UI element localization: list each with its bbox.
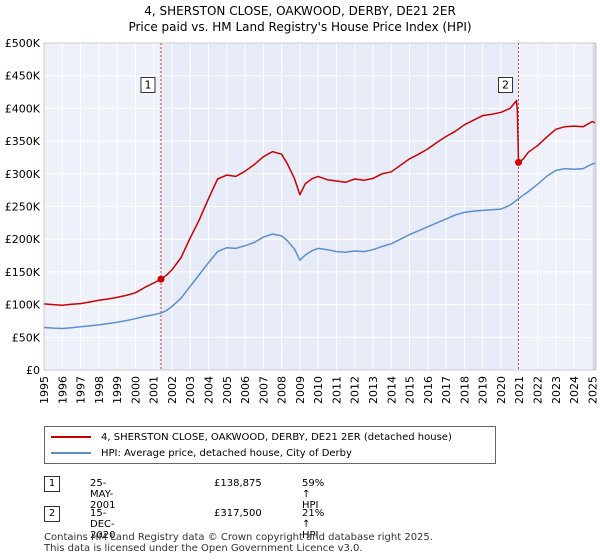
x-tick-label: 2021 xyxy=(513,376,526,404)
chart-subtitle: Price paid vs. HM Land Registry's House … xyxy=(128,20,472,34)
sale-label-number: 2 xyxy=(502,79,509,92)
x-tick-label: 2017 xyxy=(440,376,453,404)
annotation-price: £138,875 xyxy=(214,478,262,489)
y-tick-label: £400K xyxy=(5,102,41,115)
sale-label-number: 1 xyxy=(144,79,151,92)
y-tick-label: £0 xyxy=(26,364,40,377)
y-tick-label: £150K xyxy=(5,266,41,279)
sale-point xyxy=(157,275,165,283)
annotation-hpi: 21% ↑ HPI xyxy=(302,508,325,541)
x-tick-label: 2010 xyxy=(312,376,325,404)
y-tick-label: £50K xyxy=(12,331,41,344)
y-tick-label: £450K xyxy=(5,70,41,83)
hpi-line xyxy=(43,162,596,330)
x-tick-label: 1995 xyxy=(38,376,51,404)
x-tick-label: 2023 xyxy=(550,376,563,404)
x-tick-label: 2013 xyxy=(367,376,380,404)
x-tick-label: 1998 xyxy=(93,376,106,404)
x-tick-label: 2020 xyxy=(495,376,508,404)
legend-item-property: 4, SHERSTON CLOSE, OAKWOOD, DERBY, DE21 … xyxy=(51,430,452,444)
x-tick-label: 2007 xyxy=(257,376,270,404)
x-tick-label: 2005 xyxy=(221,376,234,404)
x-tick-label: 2025 xyxy=(586,376,599,404)
legend-swatch-hpi xyxy=(51,452,91,454)
annotation-date: 15-DEC-2020 xyxy=(90,508,116,541)
annotation-hpi: 59% ↑ HPI xyxy=(302,478,325,511)
legend-label-hpi: HPI: Average price, detached house, City… xyxy=(101,447,352,459)
x-tick-label: 1996 xyxy=(56,376,69,404)
y-tick-label: £100K xyxy=(5,299,41,312)
plot-border xyxy=(43,42,597,371)
sale-point xyxy=(515,158,523,166)
x-tick-label: 2014 xyxy=(385,376,398,404)
annotation-date: 25-MAY-2001 xyxy=(90,478,116,511)
x-tick-label: 2012 xyxy=(349,376,362,404)
x-tick-label: 2024 xyxy=(568,376,581,404)
x-tick-label: 2022 xyxy=(532,376,545,404)
x-tick-label: 2000 xyxy=(129,376,142,404)
y-tick-label: £350K xyxy=(5,135,41,148)
x-tick-label: 2003 xyxy=(184,376,197,404)
annotation-number: 2 xyxy=(44,506,60,522)
x-tick-label: 1999 xyxy=(111,376,124,404)
y-tick-label: £500K xyxy=(5,37,41,50)
legend-item-hpi: HPI: Average price, detached house, City… xyxy=(51,446,352,460)
x-tick-label: 2008 xyxy=(276,376,289,404)
x-tick-label: 2019 xyxy=(477,376,490,404)
x-tick-label: 2004 xyxy=(203,376,216,404)
x-tick-label: 2009 xyxy=(294,376,307,404)
price-chart: £0 £50K £100K £150K £200K £250K £300K £350K £400… xyxy=(5,37,600,404)
y-tick-label: £200K xyxy=(5,233,41,246)
chart-title: 4, SHERSTON CLOSE, OAKWOOD, DERBY, DE21 … xyxy=(144,4,456,18)
footer-licence: This data is licensed under the Open Gov… xyxy=(44,543,363,554)
x-tick-label: 2001 xyxy=(148,376,161,404)
legend-label-property: 4, SHERSTON CLOSE, OAKWOOD, DERBY, DE21 … xyxy=(101,431,452,443)
x-tick-label: 2016 xyxy=(422,376,435,404)
footer-copyright: Contains HM Land Registry data © Crown c… xyxy=(44,532,433,543)
x-tick-label: 2006 xyxy=(239,376,252,404)
price-line xyxy=(43,99,596,307)
x-tick-label: 2015 xyxy=(404,376,417,404)
y-tick-label: £300K xyxy=(5,168,41,181)
sale-label-box xyxy=(140,77,156,94)
x-tick-label: 2002 xyxy=(166,376,179,404)
y-tick-label: £250K xyxy=(5,201,41,214)
x-tick-label: 1997 xyxy=(75,376,88,404)
legend-swatch-property xyxy=(51,436,91,438)
legend: 4, SHERSTON CLOSE, OAKWOOD, DERBY, DE21 … xyxy=(44,426,496,464)
forecast-region xyxy=(592,43,596,370)
annotation-price: £317,500 xyxy=(214,508,262,519)
x-tick-label: 2018 xyxy=(458,376,471,404)
x-tick-label: 2011 xyxy=(330,376,343,404)
sale-label-box xyxy=(498,77,514,94)
annotation-number: 1 xyxy=(44,476,60,492)
